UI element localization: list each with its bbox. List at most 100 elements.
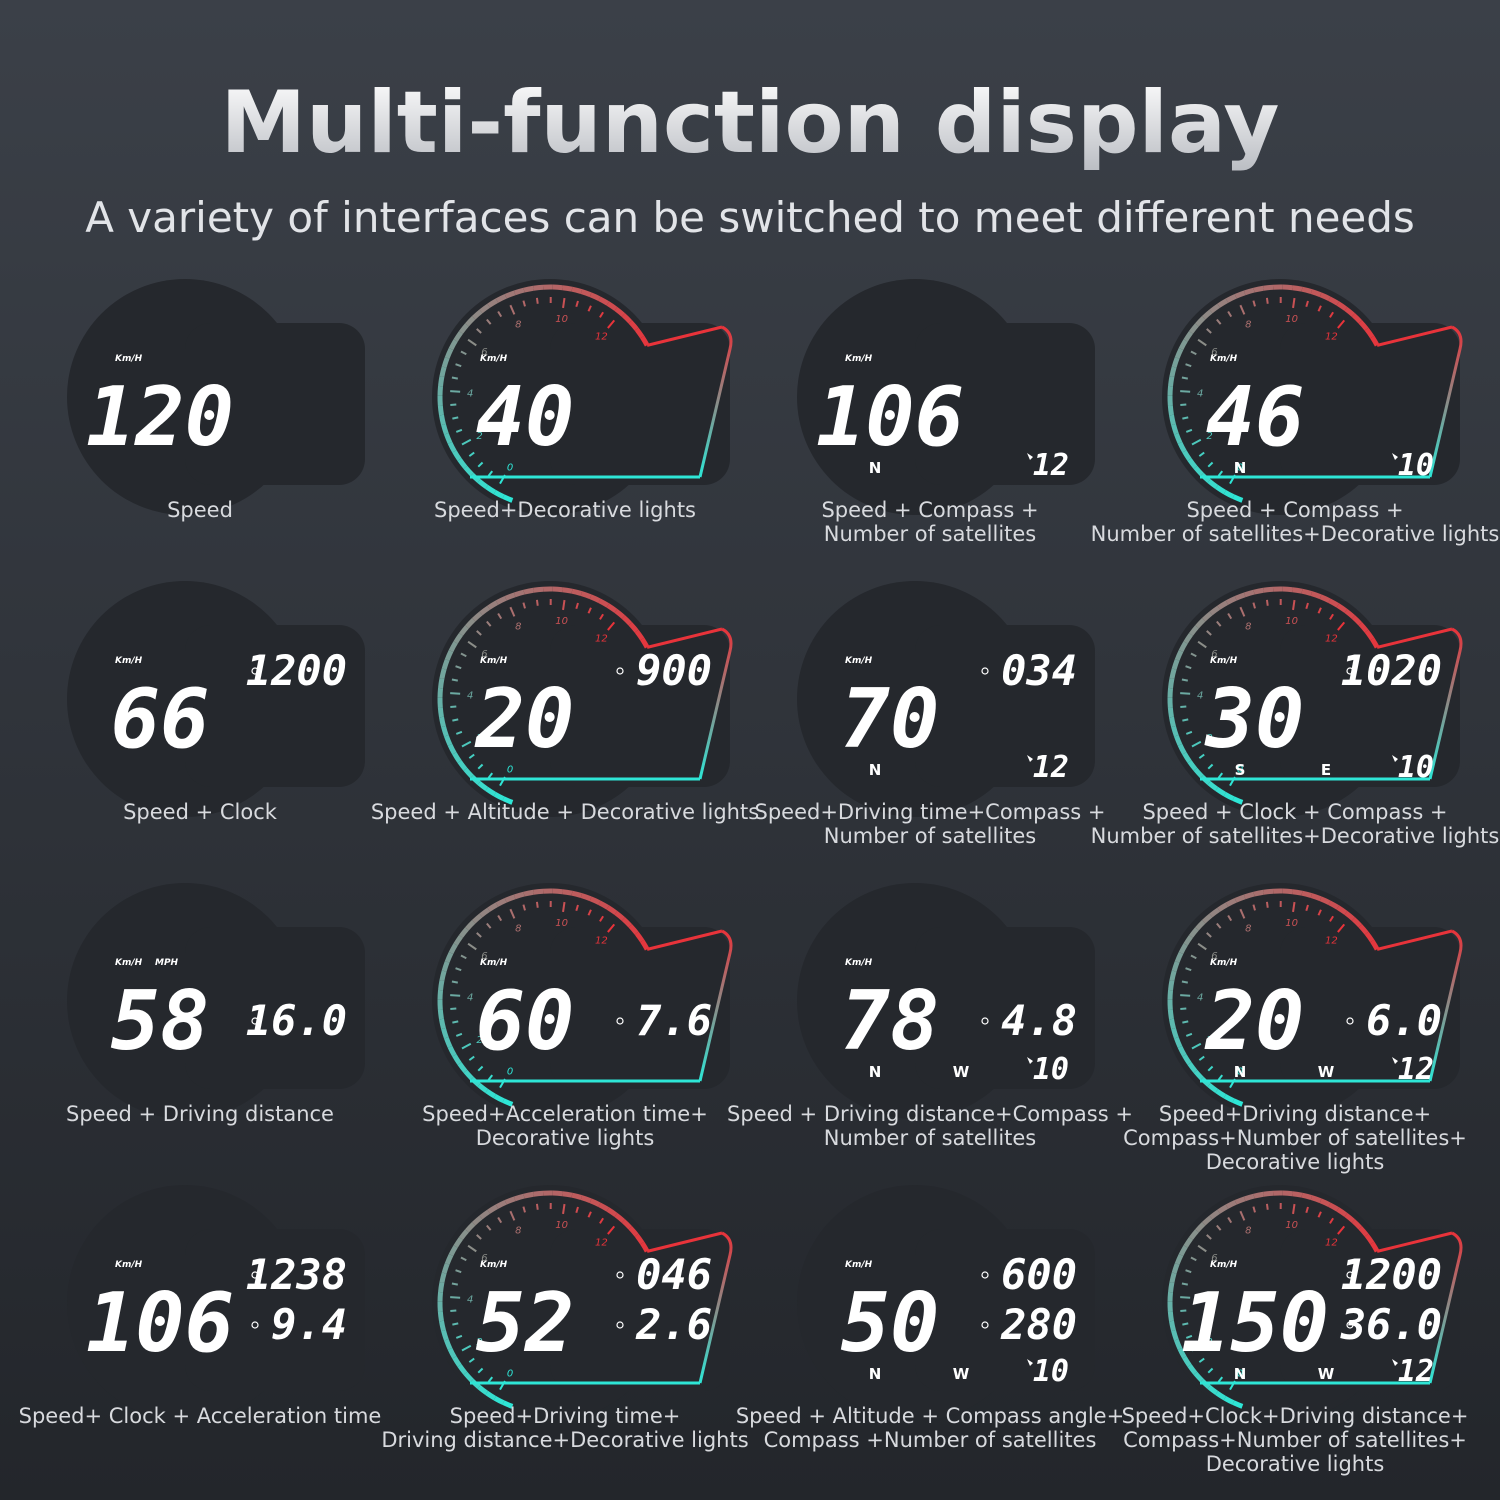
gauge-tick-label: 4 xyxy=(467,1294,473,1305)
gauge-arc xyxy=(437,385,444,396)
gauge-arc xyxy=(1328,598,1340,608)
gauge-arc xyxy=(477,1083,489,1094)
gauge-arc xyxy=(1292,1191,1303,1198)
gauge-tick xyxy=(1317,305,1322,312)
gauge-arc xyxy=(562,889,573,896)
gauge-tick xyxy=(1185,1032,1193,1037)
gauge-arc xyxy=(628,924,639,935)
gauge-tick xyxy=(1182,1020,1189,1024)
gauge-arc xyxy=(634,931,645,943)
gauge-tick xyxy=(468,753,475,759)
gauge-tick-label: 8 xyxy=(1245,924,1251,935)
gauge-tick-label: 2 xyxy=(476,431,482,442)
gauge-arc xyxy=(1169,668,1177,680)
deco-top xyxy=(1376,627,1453,649)
gauge-arc xyxy=(479,907,491,918)
readout-distance: 6.0 xyxy=(1366,996,1442,1045)
gauge-arc xyxy=(634,629,645,641)
gauge-tick xyxy=(1181,376,1189,380)
gauge-arc xyxy=(437,1009,444,1020)
gauge-tick xyxy=(455,1269,462,1274)
gauge-arc xyxy=(1328,296,1340,306)
gauge-arc xyxy=(562,1191,573,1198)
satellite-count: 12 xyxy=(1033,750,1069,785)
gauge-tick xyxy=(575,1206,579,1214)
gauge-arc xyxy=(513,1193,525,1202)
gauge-arc xyxy=(634,1233,645,1245)
gauge-tick xyxy=(1227,914,1233,922)
gauge-tick xyxy=(607,621,616,631)
gauge-tick xyxy=(461,740,472,748)
gauge-tick xyxy=(452,1322,459,1326)
panel-grid: Km/H120Speed024681012Km/H40Speed+Decorat… xyxy=(19,279,1499,1476)
gauge-tick xyxy=(1206,932,1212,938)
gauge-arc xyxy=(1167,1291,1174,1302)
gauge-tick xyxy=(460,954,467,960)
gauge-arc xyxy=(1169,1272,1177,1284)
readout-icon xyxy=(251,1271,259,1279)
gauge-arc xyxy=(439,1320,446,1332)
gauge-tick-label: 8 xyxy=(515,320,521,331)
gauge-arc xyxy=(614,910,626,921)
gauge-arc xyxy=(438,376,445,387)
gauge-tick xyxy=(497,310,503,318)
gauge-arc xyxy=(598,1202,610,1212)
deco-top xyxy=(646,929,723,951)
gauge-tick xyxy=(535,297,539,304)
readout-altitude: 600 xyxy=(1001,1250,1077,1299)
gauge-arc xyxy=(495,898,507,907)
gauge-tick-label: 12 xyxy=(595,936,608,947)
caption: Driving distance+Decorative lights xyxy=(381,1428,748,1452)
compass-letter: N xyxy=(869,1365,882,1383)
caption: Speed + Driving distance xyxy=(66,1102,334,1126)
gauge-arc xyxy=(1178,339,1188,351)
panel-body xyxy=(185,625,365,787)
gauge-arc xyxy=(1169,1320,1176,1332)
gauge-arc xyxy=(1292,889,1303,896)
gauge-tick xyxy=(1329,1217,1334,1224)
gauge-arc xyxy=(447,1347,457,1359)
gauge-tick xyxy=(1292,297,1296,309)
panel-body xyxy=(550,625,730,787)
gauge-arc xyxy=(1243,589,1255,598)
caption: Compass +Number of satellites xyxy=(764,1428,1097,1452)
gauge-arc xyxy=(457,760,468,771)
gauge-arc xyxy=(439,1272,447,1284)
gauge-arc xyxy=(441,1329,449,1341)
gauge-arc xyxy=(1263,284,1274,291)
gauge-arc xyxy=(571,890,583,898)
gauge-tick xyxy=(1198,1357,1205,1363)
speed-readout: 106 xyxy=(86,1276,234,1371)
gauge-tick-label: 4 xyxy=(1197,1294,1203,1305)
gauge-arc xyxy=(621,313,633,324)
gauge-arc xyxy=(1253,285,1264,293)
readout-icon xyxy=(616,1321,624,1329)
caption: Speed xyxy=(167,498,233,522)
gauge-arc xyxy=(439,716,446,728)
gauge-tick xyxy=(1317,607,1322,614)
gauge-arc xyxy=(1183,330,1193,342)
gauge-tick xyxy=(522,300,526,307)
gauge-arc xyxy=(1171,961,1180,972)
readout-icon xyxy=(1346,1271,1354,1279)
gauge-arc xyxy=(1183,934,1193,946)
satellite-count: 12 xyxy=(1398,1354,1434,1389)
gauge-arc xyxy=(1169,366,1177,378)
gauge-arc xyxy=(1183,1236,1193,1248)
gauge-arc xyxy=(453,330,463,342)
gauge-tick xyxy=(1191,740,1202,748)
gauge-arc xyxy=(523,1191,534,1199)
gauge-arc xyxy=(1215,786,1227,797)
gauge-arc xyxy=(441,1027,449,1039)
gauge-arc xyxy=(1187,458,1198,469)
gauge-tick-label: 12 xyxy=(595,1238,608,1249)
gauge-arc xyxy=(1263,1190,1274,1197)
gauge-tick xyxy=(1239,606,1246,617)
gauge-arc xyxy=(589,1198,601,1207)
gauge-arc xyxy=(598,296,610,306)
gauge-arc xyxy=(471,1215,483,1226)
gauge-tick xyxy=(587,305,592,312)
gauge-arc xyxy=(437,707,444,718)
gauge-tick-label: 12 xyxy=(595,332,608,343)
subtitle: A variety of interfaces can be switched … xyxy=(85,193,1415,242)
